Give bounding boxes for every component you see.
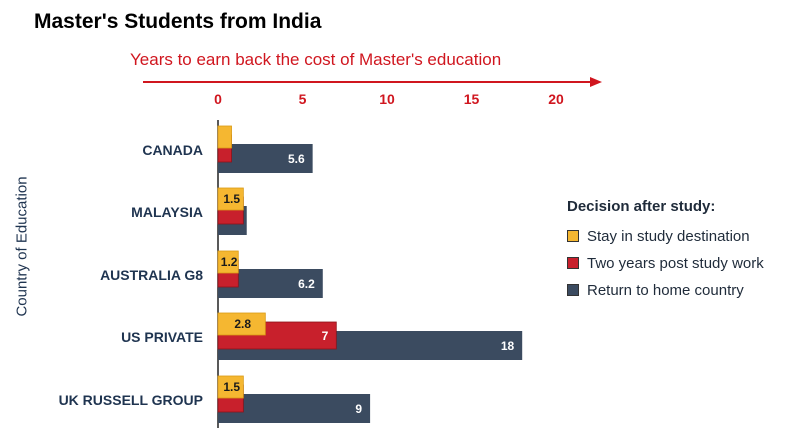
data-label-stay: 1.5 [223,380,240,394]
data-label-stay: 2.8 [234,317,251,331]
legend-swatch-post-study-work [567,257,579,269]
x-tick-label: 15 [464,91,480,107]
legend-title: Decision after study: [567,198,716,215]
bar-return-home-canada [218,144,313,173]
category-label: US PRIVATE [121,329,203,345]
bar-stay-australia-g8 [217,250,239,274]
subtitle-arrow-head [590,77,602,87]
legend-item-stay: Stay in study destination [567,227,764,245]
chart-subtitle: Years to earn back the cost of Master's … [130,50,502,69]
category-label: MALAYSIA [131,204,203,220]
bar-stay-uk-russell-group [217,375,244,399]
category-label: AUSTRALIA G8 [100,267,203,283]
legend-swatch-stay [567,230,579,242]
x-tick-label: 20 [548,91,564,107]
legend-item-post-study-work: Two years post study work [567,254,764,272]
legend-swatch-return-home [567,284,579,296]
x-tick-label: 10 [379,91,395,107]
data-label-return-home: 5.6 [288,152,305,166]
legend-label-post-study-work: Two years post study work [587,254,764,272]
data-label-return-home: 9 [355,402,362,416]
legend: Decision after study: Stay in study dest… [567,198,764,308]
bar-stay-canada [217,125,232,149]
legend-label-return-home: Return to home country [587,281,744,299]
data-label-stay: 1.2 [221,255,238,269]
chart-title: Master's Students from India [34,10,322,33]
x-tick-label: 5 [299,91,307,107]
data-label-return-home: 6.2 [298,277,315,291]
category-label: UK RUSSELL GROUP [59,392,203,408]
bar-stay-malaysia [217,187,244,211]
data-label-return-home: 18 [501,339,515,353]
bar-stay-us-private [217,312,266,336]
legend-label-stay: Stay in study destination [587,227,750,245]
data-label-stay: 1.5 [223,192,240,206]
x-tick-label: 0 [214,91,222,107]
category-label: CANADA [142,142,203,158]
data-label-post-study-work: 7 [322,329,329,343]
legend-item-return-home: Return to home country [567,281,764,299]
